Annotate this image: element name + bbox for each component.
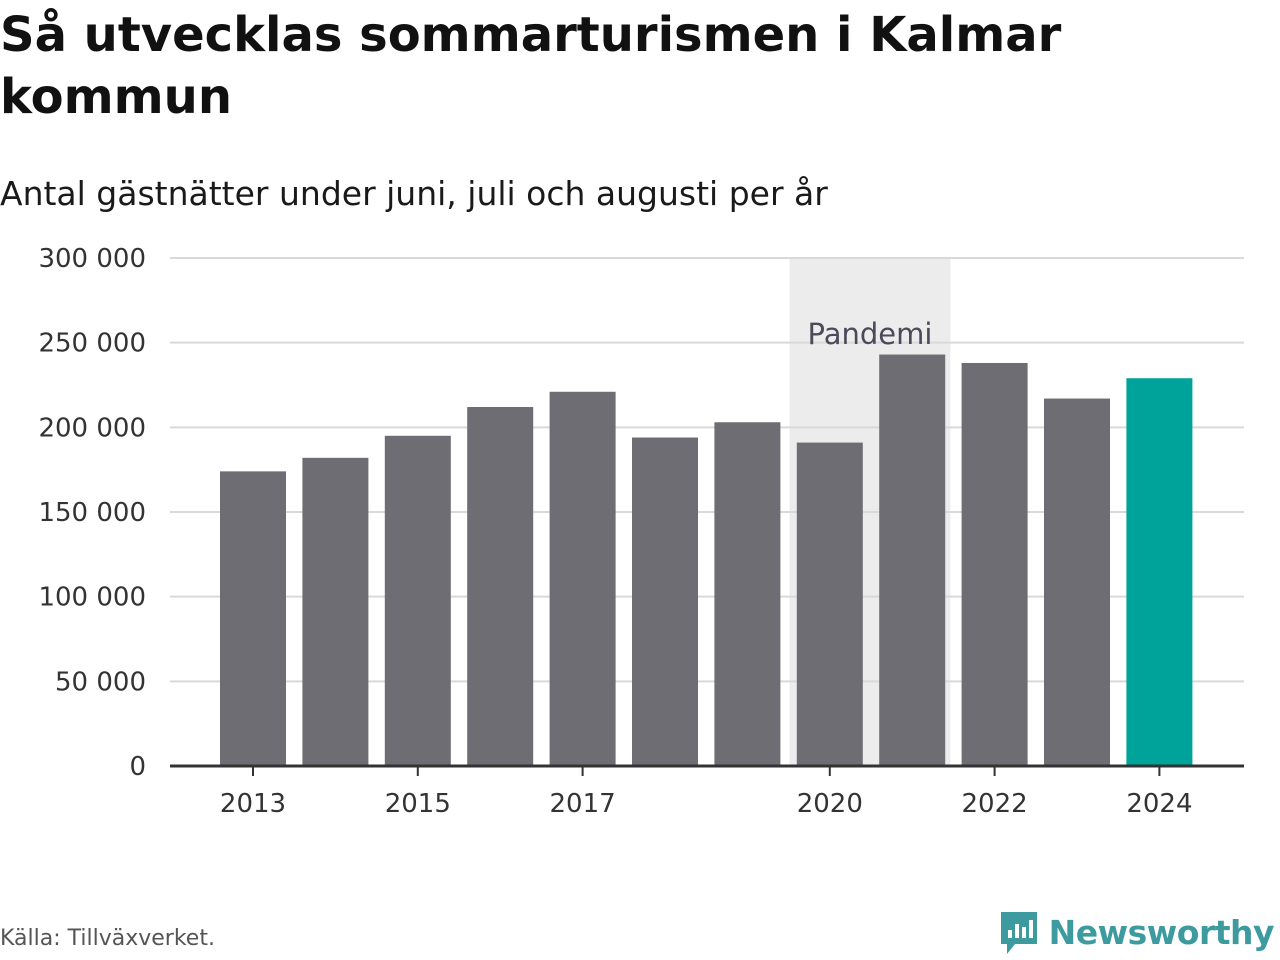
y-tick-label: 150 000 <box>38 498 146 528</box>
bar-2019 <box>714 422 781 766</box>
bar-2023 <box>1044 398 1110 766</box>
x-tick-label: 2024 <box>1126 789 1192 819</box>
x-tick-label: 2020 <box>797 789 863 819</box>
bar-2022 <box>961 362 1028 766</box>
labels: Pandemi 0 50 000 100 000 150 000 200 000 250 0… <box>38 244 1192 819</box>
x-tick-label: 2015 <box>385 789 451 819</box>
y-tick-label: 0 <box>129 752 146 782</box>
x-tick-label: 2017 <box>550 789 616 819</box>
source-note: Källa: Tillväxverket. <box>0 926 215 951</box>
x-tick-label: 2013 <box>220 789 286 819</box>
brand-name: Newsworthy <box>1048 912 1275 952</box>
newsworthy-chart-icon <box>1000 912 1037 954</box>
bar-2017 <box>549 391 616 766</box>
x-tick-label: 2022 <box>962 789 1028 819</box>
chart-title: Så utvecklas sommarturismen i Kalmar kom… <box>0 7 1062 125</box>
bar-2020 <box>796 442 863 766</box>
annotation-label-pandemi: Pandemi <box>808 317 933 351</box>
bar-2013 <box>220 471 286 766</box>
bar-2024 <box>1126 378 1193 766</box>
y-tick-label: 200 000 <box>38 413 146 443</box>
chart-subtitle: Antal gästnätter under juni, juli och au… <box>0 174 828 213</box>
bars <box>220 354 1193 766</box>
y-tick-label: 50 000 <box>55 667 146 697</box>
axes <box>170 764 1244 776</box>
bar-chart: Pandemi 0 50 000 100 000 150 000 200 000 250 0… <box>38 244 1244 819</box>
bar-2014 <box>302 457 369 766</box>
bar-2018 <box>632 437 698 766</box>
y-tick-label: 300 000 <box>38 244 146 274</box>
bar-2016 <box>467 407 534 766</box>
brand-logo: Newsworthy <box>999 908 1275 956</box>
bar-2015 <box>384 435 451 766</box>
y-tick-label: 100 000 <box>38 583 146 613</box>
y-tick-label: 250 000 <box>38 329 146 359</box>
bar-2021 <box>879 354 946 766</box>
